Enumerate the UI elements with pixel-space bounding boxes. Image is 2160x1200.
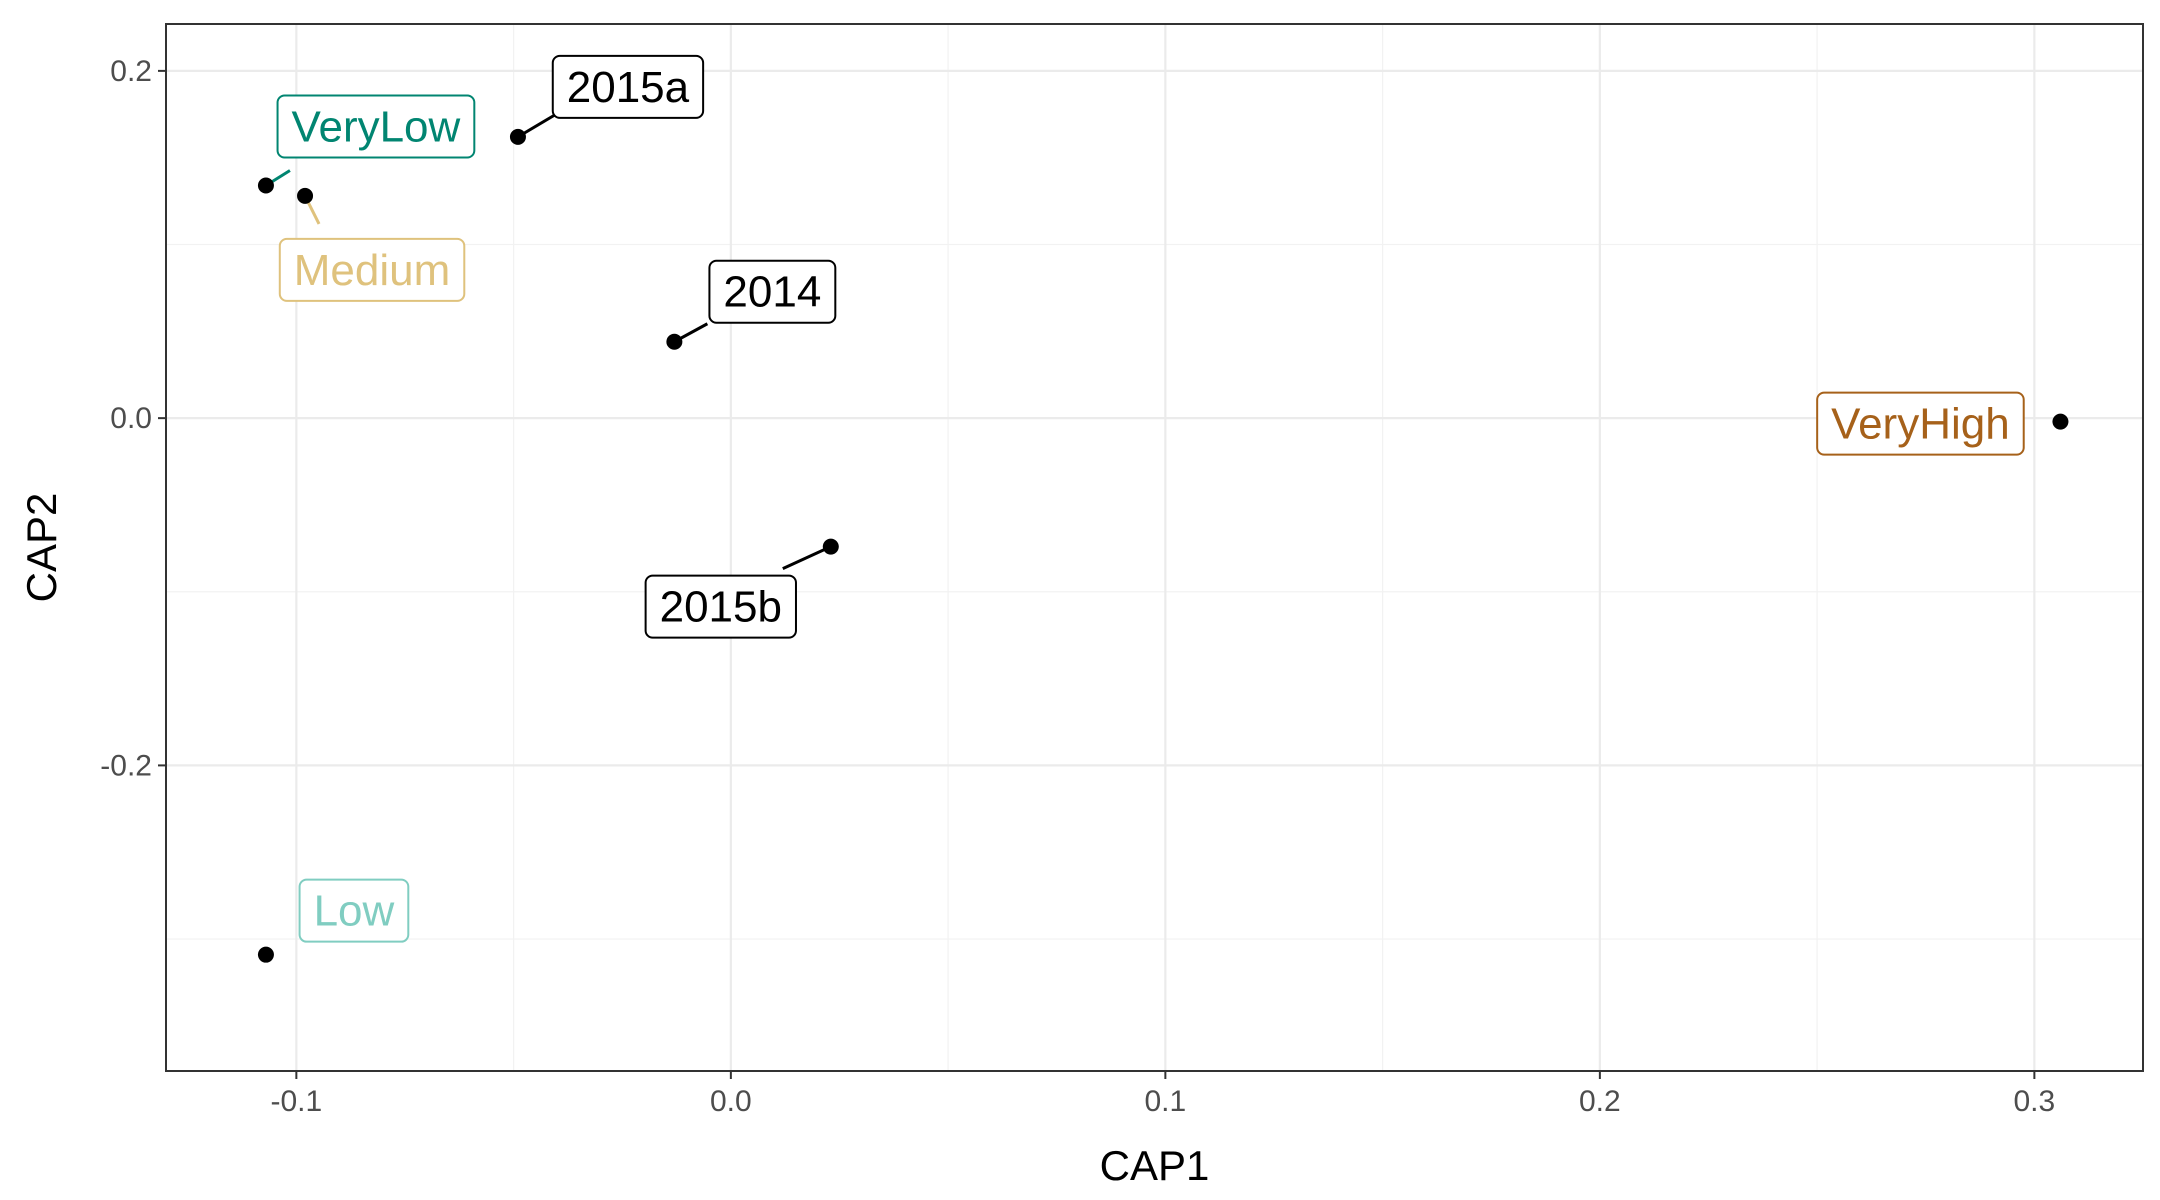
point-marker-2015b xyxy=(822,538,839,555)
point-group-veryhigh: VeryHigh xyxy=(1816,391,2069,456)
point-label-box-2015b xyxy=(644,574,797,639)
point-label-box-veryhigh xyxy=(1816,391,2025,456)
point-marker-medium xyxy=(297,187,314,204)
x-tick-label: -0.1 xyxy=(271,1085,323,1118)
y-tick-label: 0.0 xyxy=(110,402,152,435)
point-label-box-low xyxy=(298,878,410,943)
point-group-2014: 2014 xyxy=(666,259,837,350)
point-group-low: Low xyxy=(257,878,410,963)
point-label-box-2015a xyxy=(551,54,705,119)
scatter-series: 2015a VeryLow Medium 2014 VeryHigh 2015b Low xyxy=(257,54,2069,963)
point-label-2014: 2014 xyxy=(723,268,821,317)
point-group-2015b: 2015b xyxy=(644,538,839,639)
point-marker-verylow xyxy=(257,177,274,194)
major-gridlines xyxy=(166,24,2143,1071)
point-label-2015b: 2015b xyxy=(660,583,782,632)
point-group-verylow: VeryLow xyxy=(257,94,476,194)
panel-border xyxy=(165,23,2144,1072)
y-tick-label: -0.2 xyxy=(100,749,152,782)
x-tick-label: 0.1 xyxy=(1145,1085,1187,1118)
x-axis-title: CAP1 xyxy=(1100,1142,1210,1189)
point-marker-2015a xyxy=(509,128,526,145)
point-label-2015a: 2015a xyxy=(567,63,690,112)
point-marker-veryhigh xyxy=(2052,413,2069,430)
x-axis-ticks: -0.1 0.0 0.1 0.2 0.3 xyxy=(271,1071,2056,1118)
point-label-low: Low xyxy=(314,887,395,936)
point-group-2015a: 2015a xyxy=(509,54,705,145)
point-marker-2014 xyxy=(666,333,683,350)
point-label-box-medium xyxy=(278,237,466,302)
y-axis-ticks: -0.2 0.0 0.2 xyxy=(100,55,166,782)
point-leader-2015b xyxy=(782,545,832,570)
x-tick-label: 0.0 xyxy=(710,1085,752,1118)
y-tick-label: 0.2 xyxy=(110,55,152,88)
point-group-medium: Medium xyxy=(278,187,466,302)
x-tick-label: 0.2 xyxy=(1579,1085,1621,1118)
point-label-box-verylow xyxy=(276,94,476,159)
point-marker-low xyxy=(257,946,274,963)
point-label-box-2014 xyxy=(708,259,837,324)
x-tick-label: 0.3 xyxy=(2014,1085,2056,1118)
point-label-veryhigh: VeryHigh xyxy=(1831,400,2010,449)
minor-gridlines xyxy=(166,24,2143,1071)
y-axis-title: CAP2 xyxy=(18,493,65,603)
point-label-medium: Medium xyxy=(294,246,451,295)
point-label-verylow: VeryLow xyxy=(292,102,461,151)
